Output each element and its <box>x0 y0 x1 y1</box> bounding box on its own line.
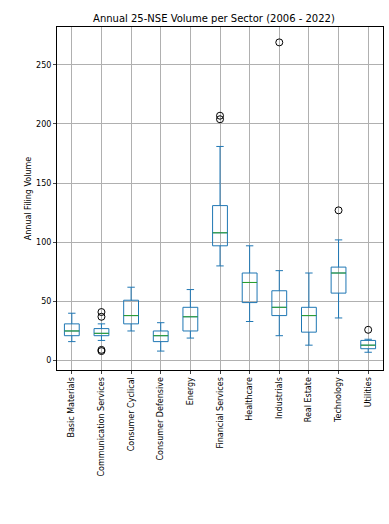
svg-text:Annual Filing Volume: Annual Filing Volume <box>24 157 33 241</box>
svg-text:Energy: Energy <box>186 377 195 405</box>
svg-text:Real Estate: Real Estate <box>305 377 314 422</box>
svg-text:Annual 25-NSE Volume per Secto: Annual 25-NSE Volume per Sector (2006 - … <box>93 13 335 24</box>
svg-text:250: 250 <box>36 61 51 70</box>
svg-text:0: 0 <box>46 356 51 365</box>
svg-text:Financial Services: Financial Services <box>216 377 225 448</box>
svg-text:50: 50 <box>41 297 51 306</box>
svg-text:200: 200 <box>36 120 51 129</box>
svg-text:Industrials: Industrials <box>275 377 284 419</box>
svg-text:Consumer Defensive: Consumer Defensive <box>156 377 165 460</box>
svg-text:Technology: Technology <box>334 377 343 423</box>
svg-text:Consumer Cyclical: Consumer Cyclical <box>127 377 136 451</box>
svg-text:Basic Materials: Basic Materials <box>67 377 76 437</box>
svg-text:100: 100 <box>36 238 51 247</box>
svg-text:Utilities: Utilities <box>364 377 373 407</box>
svg-text:150: 150 <box>36 179 51 188</box>
svg-text:Communication Services: Communication Services <box>97 377 106 476</box>
svg-text:Healthcare: Healthcare <box>245 377 254 421</box>
